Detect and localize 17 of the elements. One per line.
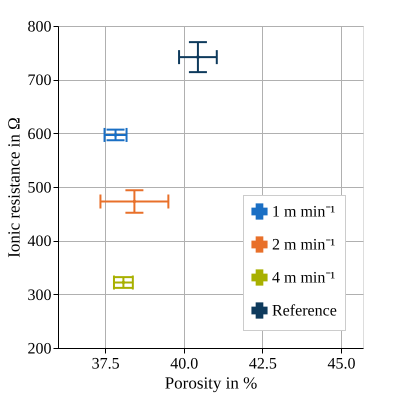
y-tick-label: 600	[28, 126, 52, 143]
x-tick-label: 37.5	[92, 356, 120, 372]
x-axis-title: Porosity in %	[164, 374, 258, 392]
y-axis-title: Ionic resistance in Ω	[4, 117, 24, 258]
x-tick-label: 42.5	[248, 356, 277, 372]
legend-label: 4 m min⁻¹	[272, 270, 336, 286]
x-tick-label: 45.0	[327, 356, 356, 372]
y-tick-label: 400	[28, 233, 52, 250]
y-tick-label: 700	[28, 72, 52, 90]
y-tick-label: 200	[28, 340, 52, 358]
legend-label: Reference	[272, 302, 337, 320]
y-tick-label: 300	[28, 286, 52, 304]
x-tick-label: 40.0	[170, 356, 198, 372]
legend-label: 2 m min⁻¹	[272, 236, 336, 254]
y-tick-label: 500	[28, 180, 52, 196]
legend-label: 1 m min⁻¹	[272, 204, 336, 220]
y-tick-label: 800	[28, 18, 52, 36]
